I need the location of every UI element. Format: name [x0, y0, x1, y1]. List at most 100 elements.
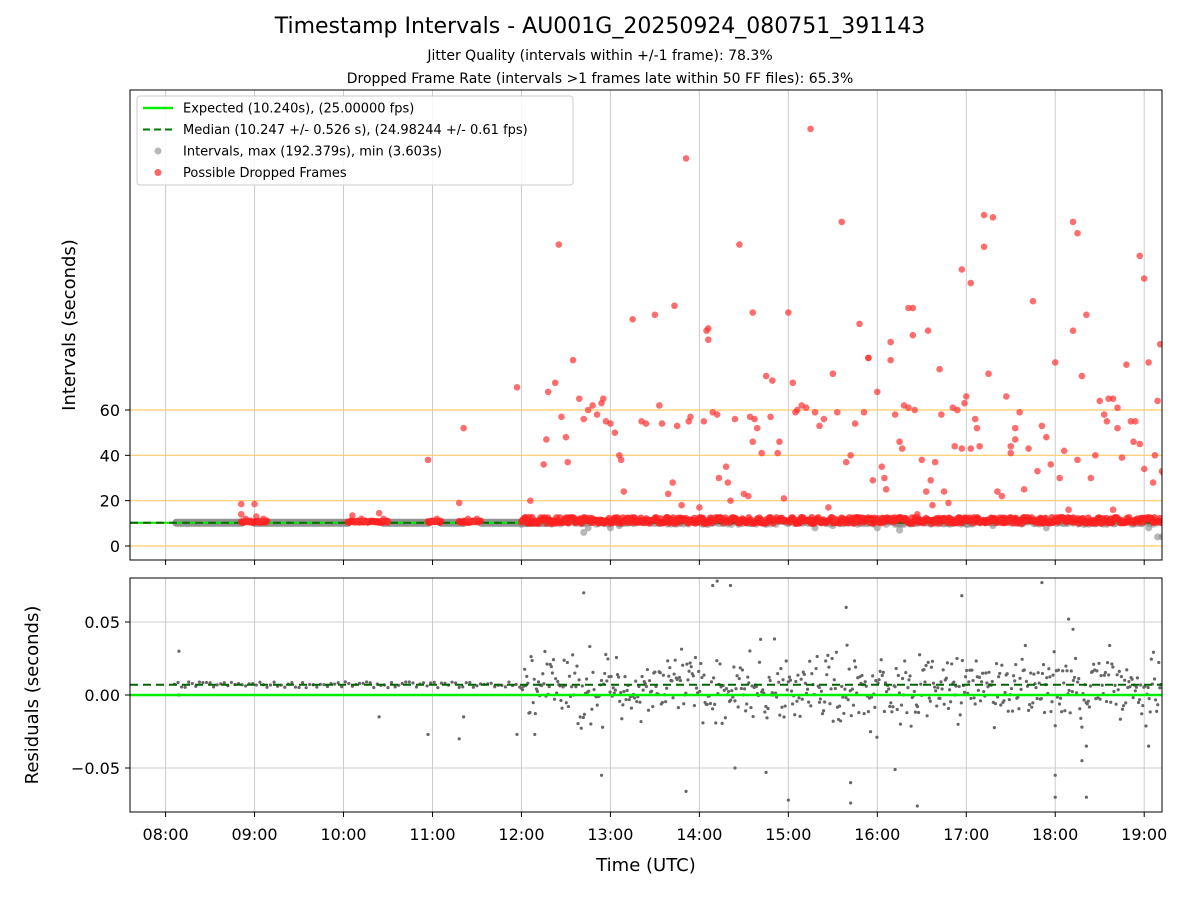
dropped-frame-point — [611, 429, 619, 436]
residual-point — [905, 711, 909, 715]
residual-point — [464, 681, 468, 685]
residual-point — [258, 680, 262, 684]
residual-point — [972, 696, 976, 700]
residual-point — [600, 725, 605, 729]
residual-point — [1002, 699, 1006, 703]
dropped-frame-point — [951, 442, 959, 450]
residual-point — [881, 670, 885, 674]
residual-point — [531, 701, 535, 705]
dropped-frame-point — [455, 499, 463, 507]
residual-point — [994, 662, 999, 666]
dropped-frame-point — [656, 402, 663, 409]
residual-point — [824, 659, 828, 663]
residual-point — [889, 701, 893, 705]
dropped-frame-point — [736, 241, 743, 248]
residual-point — [927, 696, 931, 700]
residual-point — [1056, 668, 1061, 672]
residual-point — [915, 804, 919, 808]
residual-point — [732, 665, 736, 669]
residual-point — [638, 700, 642, 704]
dropped-frame-point — [543, 436, 550, 443]
residual-point — [1128, 685, 1132, 689]
residual-point — [820, 712, 825, 716]
residual-point — [1071, 627, 1075, 631]
dropped-frame-point — [629, 316, 636, 323]
residual-point — [533, 712, 537, 716]
residual-point — [903, 659, 907, 663]
residual-point — [814, 666, 818, 671]
dropped-frame-point — [896, 438, 903, 446]
dropped-frame-point — [1083, 311, 1090, 319]
residual-point — [671, 696, 675, 700]
y-tick-label: 0.00 — [84, 686, 120, 705]
dropped-frame-point — [905, 404, 912, 412]
residual-point — [817, 685, 821, 690]
dropped-frame-point — [994, 488, 1001, 495]
residual-point — [982, 689, 986, 694]
residual-point — [1123, 678, 1127, 682]
dropped-frame-point — [669, 479, 676, 486]
dropped-frame-point — [544, 388, 552, 396]
residual-point — [493, 685, 497, 689]
residual-point — [515, 732, 519, 737]
residual-point — [1082, 698, 1086, 702]
x-tick-label: 10:00 — [320, 825, 366, 844]
residual-point — [1100, 683, 1104, 687]
dropped-frame-point — [820, 415, 828, 423]
residual-point — [633, 696, 637, 700]
residual-point — [749, 705, 753, 710]
residual-point — [1000, 663, 1004, 667]
residual-point — [800, 697, 804, 701]
residual-point — [1051, 673, 1055, 677]
residual-point — [978, 699, 983, 703]
residual-point — [1014, 662, 1018, 667]
legend-label: Intervals, max (192.379s), min (3.603s) — [183, 145, 442, 160]
residual-point — [1088, 684, 1093, 688]
residual-point — [1116, 688, 1120, 692]
residual-point — [1012, 674, 1016, 678]
residual-point — [543, 649, 547, 654]
residual-point — [1032, 672, 1036, 676]
residual-point — [682, 702, 686, 706]
dropped-frame-point — [851, 420, 859, 427]
dropped-frame-point — [1087, 474, 1095, 482]
residual-point — [960, 658, 964, 663]
dropped-frame-point — [375, 509, 383, 517]
residual-point — [1041, 662, 1046, 667]
residual-point — [691, 674, 695, 678]
y-tick-label: 0.05 — [84, 613, 120, 632]
residual-point — [799, 677, 803, 681]
dropped-frame-point — [922, 488, 930, 495]
residual-point — [1064, 664, 1068, 668]
residual-point — [529, 655, 533, 659]
dropped-frame-point — [1136, 440, 1144, 448]
dropped-frame-point — [985, 370, 992, 378]
residuals-panel: 0.05 0.00 −0.05 08:00 09:00 10:00 11:00 12:00 13… — [71, 577, 1167, 844]
residual-point — [322, 683, 326, 687]
residual-point — [738, 666, 742, 670]
residual-point — [525, 674, 529, 678]
interval-point — [896, 526, 904, 534]
residual-point — [550, 671, 555, 675]
residual-point — [854, 665, 858, 669]
dropped-frame-point — [237, 510, 245, 518]
chart-title: Timestamp Intervals - AU001G_20250924_08… — [274, 14, 926, 39]
residual-point — [1079, 716, 1083, 720]
residual-point — [909, 724, 913, 728]
residual-point — [890, 710, 894, 714]
x-tick-label: 09:00 — [231, 825, 277, 844]
dropped-frame-point — [704, 325, 712, 332]
residual-point — [1080, 725, 1084, 729]
residual-point — [641, 688, 645, 692]
dropped-frame-point — [1074, 229, 1081, 237]
dropped-frame-point — [1114, 404, 1121, 412]
dropped-frame-point — [715, 474, 723, 482]
residual-point — [876, 681, 880, 685]
residual-point — [340, 685, 344, 689]
residual-point — [702, 673, 706, 677]
dropped-frame-point — [1132, 418, 1139, 425]
residual-point — [818, 697, 822, 701]
dropped-frame-point — [251, 500, 258, 508]
residual-point — [333, 682, 337, 686]
residual-point — [1103, 670, 1108, 675]
